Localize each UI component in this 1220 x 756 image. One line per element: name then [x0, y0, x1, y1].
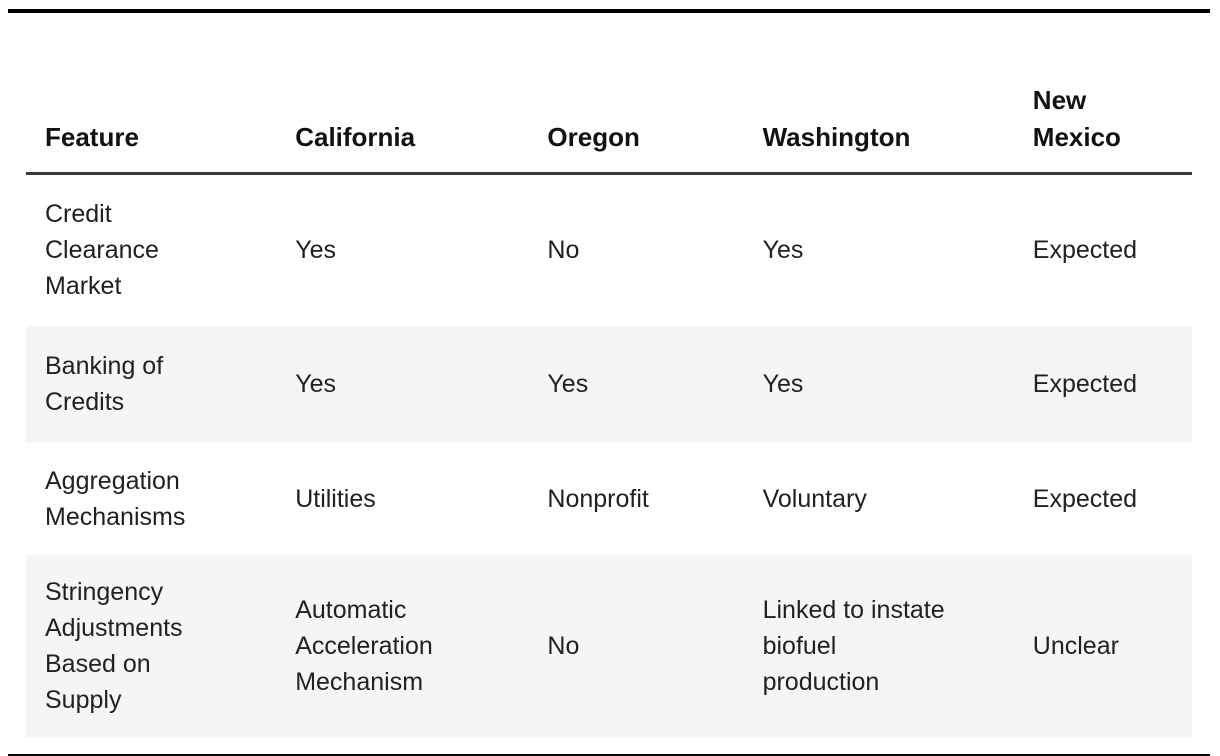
table-body: Credit Clearance Market Yes No Yes Expec…	[26, 174, 1192, 737]
cell-california: Yes	[295, 236, 336, 265]
cell-feature: Banking of Credits	[45, 352, 164, 416]
table-row-banking-of-credits: Banking of Credits Yes Yes Yes Expected	[26, 325, 1192, 443]
cell-washington: Voluntary	[762, 484, 867, 513]
cell-feature: Credit Clearance Market	[45, 200, 159, 301]
cell-oregon: Nonprofit	[547, 484, 649, 513]
cell-feature: Aggregation Mechanisms	[45, 466, 186, 531]
cell-new-mexico: Expected	[1032, 484, 1138, 513]
header-row: Feature California Oregon Washington New…	[26, 13, 1192, 175]
column-header-washington: Washington	[743, 13, 1014, 175]
cell-oregon: Yes	[547, 370, 589, 398]
comparison-table-frame: Feature California Oregon Washington New…	[8, 9, 1210, 756]
cell-new-mexico: Unclear	[1032, 631, 1119, 660]
cell-oregon: No	[547, 236, 580, 265]
cell-new-mexico: Expected	[1032, 236, 1138, 265]
policy-feature-comparison-table: Feature California Oregon Washington New…	[26, 13, 1192, 737]
cell-california: Yes	[295, 370, 336, 398]
cell-washington: Yes	[762, 370, 804, 398]
table-header: Feature California Oregon Washington New…	[26, 13, 1192, 175]
table-row-credit-clearance-market: Credit Clearance Market Yes No Yes Expec…	[26, 174, 1192, 326]
cell-oregon: No	[547, 631, 580, 660]
cell-washington: Linked to instate biofuel production	[762, 595, 945, 696]
column-header-feature: Feature	[26, 13, 277, 175]
column-header-california: California	[276, 13, 529, 175]
cell-washington: Yes	[762, 236, 804, 265]
column-header-oregon: Oregon	[528, 13, 744, 175]
cell-new-mexico: Expected	[1032, 370, 1138, 398]
cell-california: Utilities	[295, 484, 376, 513]
cell-feature: Stringency Adjustments Based on Supply	[45, 577, 183, 714]
column-header-new-mexico: New Mexico	[1013, 13, 1192, 175]
table-row-stringency-adjustments: Stringency Adjustments Based on Supply A…	[26, 554, 1192, 737]
cell-california: Automatic Acceleration Mechanism	[295, 595, 433, 696]
table-row-aggregation-mechanisms: Aggregation Mechanisms Utilities Nonprof…	[26, 443, 1192, 555]
